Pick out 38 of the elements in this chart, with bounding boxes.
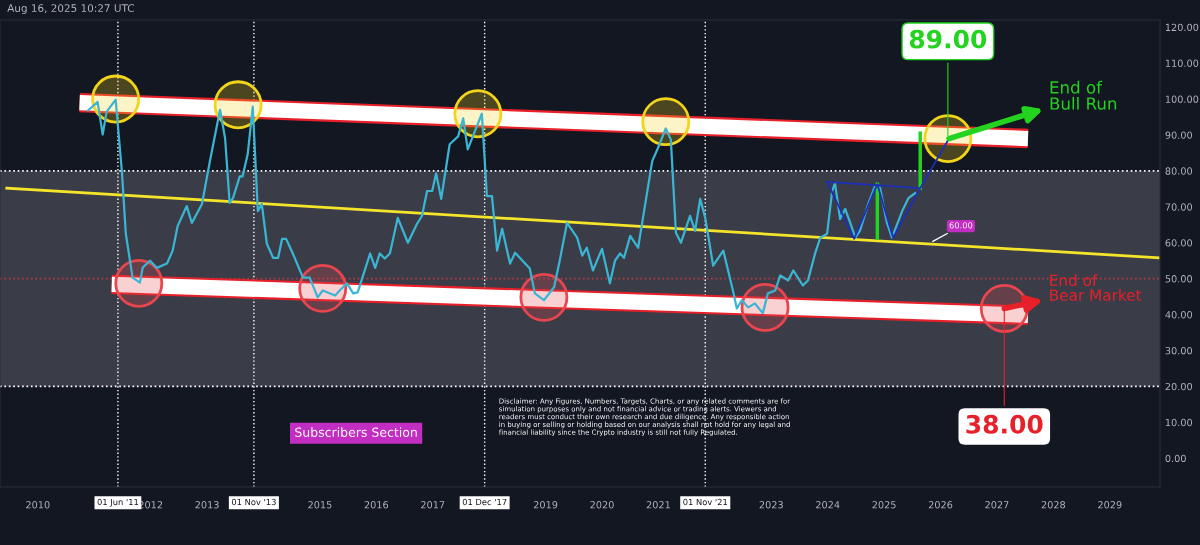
y-tick-label: 110.00: [1165, 59, 1199, 67]
x-tick-label: 2015: [308, 501, 332, 509]
y-tick-label: 90.00: [1165, 131, 1193, 139]
x-tick-label: 2016: [364, 501, 389, 509]
x-tick-label: 2017: [421, 501, 445, 509]
x-tick-label: 2027: [985, 501, 1009, 509]
y-tick-label: 10.00: [1165, 418, 1193, 427]
x-tick-label: 2023: [759, 501, 783, 509]
x-tick-label: 2028: [1041, 501, 1066, 509]
x-tick-label: 2010: [26, 501, 50, 509]
y-tick-label: 50.00: [1165, 275, 1193, 283]
ref-line-label: 01 Nov '21: [683, 498, 728, 506]
y-tick-label: 20.00: [1165, 382, 1193, 391]
annotation: 60.00: [949, 222, 973, 229]
chart-title: Aug 16, 2025 10:27 UTC: [7, 4, 134, 15]
x-tick-label: 2024: [816, 501, 840, 509]
x-tick-label: 2026: [928, 501, 953, 509]
x-tick-label: 2021: [646, 501, 670, 509]
y-tick-label: 100.00: [1165, 95, 1199, 103]
y-tick-label: 120.00: [1165, 23, 1199, 32]
ref-line-label: 01 Dec '17: [462, 498, 507, 506]
x-tick-label: 2020: [590, 501, 614, 509]
annotation: End of Bear Market: [1050, 274, 1142, 301]
x-tick-label: 2029: [1098, 501, 1122, 509]
x-tick-label: 2025: [872, 501, 896, 509]
x-tick-label: 2019: [533, 501, 558, 509]
annotation: 38.00: [966, 414, 1043, 434]
y-tick-label: 70.00: [1165, 203, 1193, 211]
y-tick-label: 0.00: [1165, 454, 1186, 463]
ref-line-label: 01 Nov '13: [231, 498, 276, 506]
annotation: End of Bull Run: [1050, 80, 1117, 110]
y-tick-label: 80.00: [1165, 167, 1193, 175]
x-tick-label: 2013: [195, 501, 219, 509]
annotation: Subscribers Section: [295, 427, 417, 437]
y-tick-label: 30.00: [1165, 346, 1193, 355]
annotation: 89.00: [909, 29, 987, 49]
y-tick-label: 40.00: [1165, 311, 1193, 319]
y-tick-label: 60.00: [1165, 239, 1193, 247]
